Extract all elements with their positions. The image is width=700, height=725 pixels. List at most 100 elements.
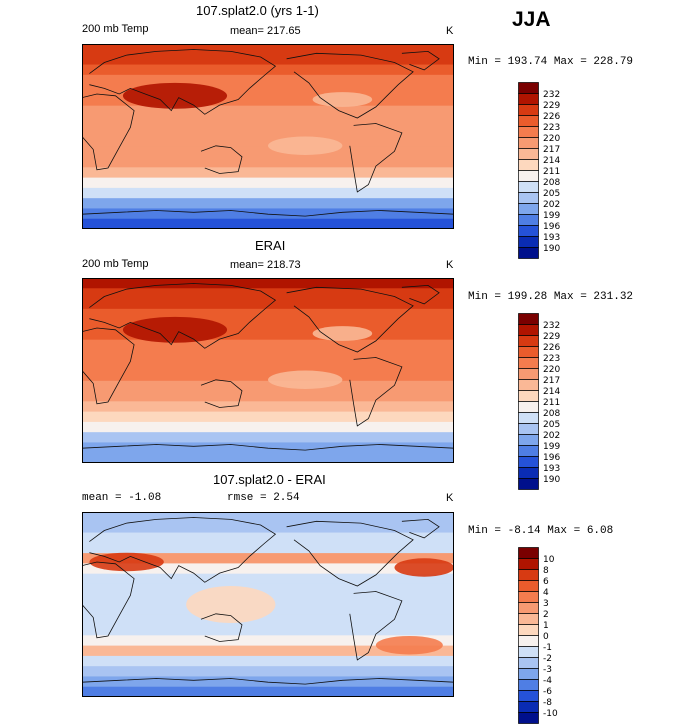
colorbar-box: [518, 547, 539, 559]
regional-anomaly: [312, 92, 373, 107]
colorbar-tick-label: 229: [543, 101, 560, 111]
coastline: [401, 50, 440, 71]
colorbar-box: [518, 203, 539, 215]
coastline: [200, 379, 243, 408]
zonal-band: [82, 522, 454, 534]
colorbar-box: [518, 170, 539, 182]
colorbar-box: [518, 412, 539, 424]
panel3-rmse-label: rmse = 2.54: [227, 492, 300, 504]
panel3-mean-label: mean = -1.08: [82, 492, 162, 504]
colorbar-box: [518, 423, 539, 435]
colorbar-box: [518, 679, 539, 691]
zonal-band: [82, 74, 454, 86]
colorbar-tick-label: -2: [543, 654, 552, 664]
coastline: [349, 591, 403, 661]
colorbar-box: [518, 624, 539, 636]
zonal-band: [82, 614, 454, 626]
coastline: [82, 327, 135, 405]
colorbar-box: [518, 346, 539, 358]
zonal-band: [82, 136, 454, 148]
colorbar-box: [518, 225, 539, 237]
colorbar-tick-label: 220: [543, 365, 560, 375]
panel1-units-label: K: [446, 25, 454, 37]
zonal-band: [82, 298, 454, 310]
colorbar-tick-label: 211: [543, 398, 560, 408]
zonal-band: [82, 64, 454, 76]
regional-anomaly: [122, 316, 228, 343]
regional-anomaly: [186, 586, 276, 623]
panel2-title: ERAI: [255, 238, 286, 253]
zonal-band: [82, 126, 454, 138]
colorbar-tick-label: 1: [543, 621, 549, 631]
coastline: [349, 123, 403, 193]
map-plot: [82, 278, 454, 463]
colorbar-box: [518, 434, 539, 446]
coastline: [82, 444, 454, 451]
panel3-units-label: K: [446, 492, 454, 504]
colorbar-tick-label: 217: [543, 376, 560, 386]
colorbar-tick-label: 190: [543, 475, 560, 485]
zonal-band: [82, 512, 454, 523]
colorbar-tick-label: 202: [543, 200, 560, 210]
colorbar-box: [518, 313, 539, 325]
panel2-variable-label: 200 mb Temp: [82, 258, 149, 270]
zonal-band: [82, 167, 454, 179]
regional-anomaly: [122, 82, 228, 109]
colorbar-svg: 2322292262232202172142112082052021991961…: [518, 82, 560, 259]
regional-anomaly: [268, 136, 343, 155]
map-plot: [82, 44, 454, 229]
zonal-band: [82, 532, 454, 544]
coastline: [200, 145, 243, 174]
colorbar-box: [518, 357, 539, 369]
colorbar-tick-label: 205: [543, 189, 560, 199]
panel3-title: 107.splat2.0 - ERAI: [213, 472, 326, 487]
colorbar-svg: 2322292262232202172142112082052021991961…: [518, 313, 560, 490]
coastline: [82, 561, 135, 639]
colorbar-box: [518, 148, 539, 160]
coastline: [82, 210, 454, 217]
zonal-band: [82, 95, 454, 107]
colorbar-tick-label: -3: [543, 665, 552, 675]
colorbar-box: [518, 115, 539, 127]
colorbar-tick-label: 202: [543, 431, 560, 441]
colorbar-tick-label: 4: [543, 588, 549, 598]
map-frame: [82, 44, 454, 229]
coastline: [286, 286, 414, 353]
colorbar-box: [518, 701, 539, 713]
colorbar-box: [518, 558, 539, 570]
coastline: [82, 93, 135, 171]
colorbar-tick-label: 226: [543, 343, 560, 353]
regional-anomaly: [89, 552, 164, 572]
zonal-band: [82, 349, 454, 361]
zonal-band: [82, 686, 454, 697]
zonal-band: [82, 278, 454, 289]
colorbar-box: [518, 467, 539, 479]
colorbar-box: [518, 445, 539, 457]
colorbar-box: [518, 335, 539, 347]
zonal-band: [82, 625, 454, 636]
panel2-map: [82, 278, 454, 463]
colorbar-tick-label: 199: [543, 442, 560, 452]
colorbar-box: [518, 657, 539, 669]
colorbar-box: [518, 390, 539, 402]
colorbar-tick-label: 199: [543, 211, 560, 221]
colorbar-tick-label: 226: [543, 112, 560, 122]
zonal-band: [82, 563, 454, 575]
colorbar-box: [518, 159, 539, 171]
zonal-band: [82, 288, 454, 300]
colorbar-box: [518, 379, 539, 391]
coastline: [349, 357, 403, 427]
zonal-band: [82, 553, 454, 564]
panel2-mean-label: mean= 218.73: [230, 259, 301, 271]
colorbar-tick-label: 223: [543, 123, 560, 133]
panel3-minmax: Min = -8.14 Max = 6.08: [468, 525, 614, 537]
panel2-colorbar: 232 229 226 223 220 217 214 211 208 205 202 199 196 1…: [518, 313, 588, 491]
zonal-band: [82, 452, 454, 463]
zonal-band: [82, 105, 454, 117]
zonal-band: [82, 54, 454, 66]
colorbar-box: [518, 181, 539, 193]
colorbar-tick-label: 6: [543, 577, 549, 587]
colorbar-tick-label: 190: [543, 244, 560, 254]
panel1-title: 107.splat2.0 (yrs 1-1): [196, 3, 319, 18]
